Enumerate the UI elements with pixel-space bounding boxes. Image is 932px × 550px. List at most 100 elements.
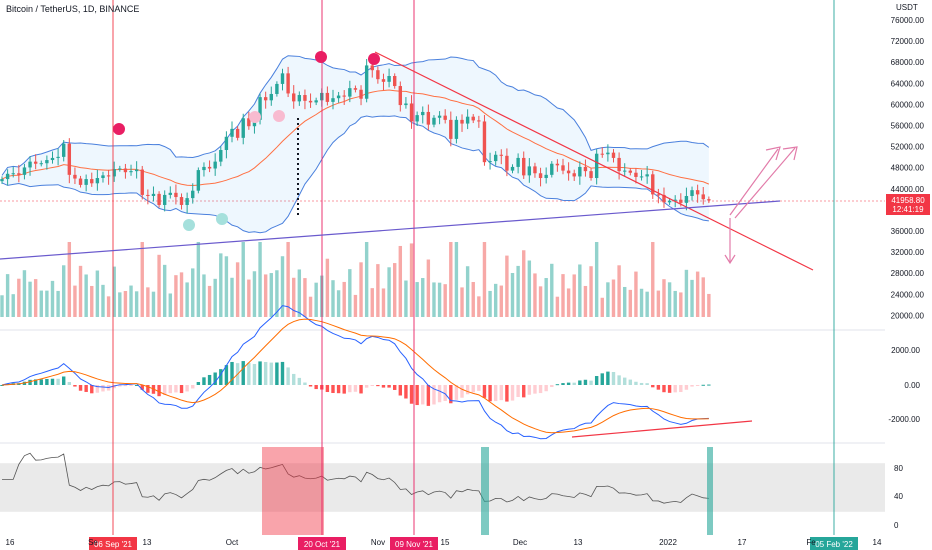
- volume-bar: [292, 277, 296, 317]
- macd-histogram-bar: [286, 367, 290, 385]
- volume-bar: [84, 274, 88, 317]
- macd-histogram-bar: [645, 383, 649, 385]
- volume-bar: [555, 296, 560, 317]
- candle-body: [465, 116, 470, 124]
- volume-bar: [286, 242, 290, 317]
- candle-body: [179, 197, 184, 205]
- macd-histogram-bar: [129, 385, 133, 386]
- macd-histogram-bar: [623, 377, 627, 385]
- volume-bar: [398, 245, 403, 317]
- candle-body: [409, 103, 414, 122]
- volume-bar: [426, 259, 431, 317]
- candle-body: [45, 160, 49, 164]
- volume-bar: [353, 294, 358, 317]
- candle-body: [325, 92, 330, 102]
- candle-body: [695, 190, 700, 195]
- candle-body: [11, 173, 15, 175]
- volume-bar: [101, 284, 105, 317]
- price-tick-label: 48000.00: [891, 164, 925, 173]
- macd-histogram-bar: [202, 377, 206, 385]
- volume-bar: [33, 279, 38, 317]
- candle-body: [679, 199, 683, 203]
- candle-body: [578, 166, 582, 177]
- macd-histogram-bar: [707, 384, 711, 386]
- candle-body: [33, 161, 38, 164]
- volume-bar: [566, 288, 571, 317]
- macd-histogram-bar: [0, 385, 4, 386]
- macd-histogram-bar: [140, 385, 144, 390]
- bull-scenario-arrow: [729, 148, 779, 216]
- macd-histogram-bar: [482, 385, 487, 398]
- volume-bar: [140, 242, 144, 317]
- candle-body: [286, 73, 290, 94]
- macd-histogram-bar: [112, 385, 116, 389]
- volume-bar: [673, 290, 677, 317]
- candle-body: [247, 118, 251, 127]
- volume-bar: [118, 292, 122, 317]
- bear-scenario-arrowhead: [724, 254, 736, 265]
- volume-bar: [146, 287, 150, 317]
- macd-histogram-bar: [381, 385, 386, 388]
- macd-histogram-bar: [90, 385, 94, 394]
- macd-histogram-bar: [538, 385, 543, 394]
- macd-histogram-bar: [617, 375, 621, 385]
- volume-bar: [645, 291, 649, 317]
- volume-bar: [600, 297, 604, 317]
- candle-body: [673, 199, 677, 201]
- volume-bar: [241, 242, 245, 317]
- macd-histogram-bar: [56, 378, 60, 385]
- volume-bar: [471, 282, 475, 317]
- candle-body: [84, 179, 88, 185]
- macd-histogram-bar: [342, 385, 346, 394]
- rsi-oversold-highlight: [707, 447, 713, 535]
- event-date-box: [298, 537, 346, 550]
- candle-body: [263, 97, 268, 101]
- candle-body: [140, 169, 144, 195]
- candle-body: [196, 170, 201, 191]
- macd-histogram-bar: [684, 385, 689, 390]
- volume-bar: [679, 292, 683, 317]
- time-tick-label: Oct: [226, 538, 239, 547]
- candle-body: [269, 93, 273, 101]
- macd-histogram-bar: [213, 372, 217, 385]
- volume-bar: [628, 289, 633, 317]
- candle-body: [17, 173, 21, 175]
- candle-body: [387, 76, 391, 82]
- volume-bar: [308, 296, 313, 317]
- candle-body: [73, 174, 77, 179]
- volume-bar: [578, 264, 582, 317]
- macd-histogram-bar: [493, 385, 498, 402]
- macd-histogram-bar: [701, 384, 705, 386]
- macd-histogram-bar: [191, 385, 195, 389]
- macd-histogram-bar: [78, 385, 83, 391]
- volume-bar: [106, 296, 111, 317]
- price-tick-label: 72000.00: [891, 37, 925, 46]
- volume-bar: [56, 290, 60, 317]
- macd-histogram-bar: [353, 385, 358, 392]
- candle-body: [174, 192, 178, 198]
- macd-histogram-bar: [600, 373, 604, 385]
- candle-body: [202, 166, 206, 171]
- volume-bar: [449, 242, 453, 317]
- time-tick-label: 13: [143, 538, 152, 547]
- macd-histogram-bar: [690, 385, 694, 387]
- bollinger-upper-band: [1, 55, 710, 176]
- volume-bar: [230, 277, 234, 317]
- volume-bar: [533, 273, 537, 317]
- volume-bar: [460, 287, 464, 317]
- macd-histogram-bar: [207, 374, 212, 385]
- price-axis-bg: [885, 0, 932, 550]
- candle-body: [67, 143, 72, 175]
- candle-body: [224, 136, 229, 150]
- candle-body: [303, 95, 307, 101]
- macd-histogram-bar: [695, 385, 700, 386]
- candle-body: [432, 117, 436, 125]
- rsi-band: [0, 463, 885, 512]
- volume-bar: [572, 274, 576, 317]
- candle-body: [5, 173, 10, 180]
- volume-bar: [482, 242, 487, 317]
- volume-bar: [381, 288, 386, 317]
- macd-histogram-bar: [28, 379, 32, 385]
- candle-body: [39, 163, 43, 165]
